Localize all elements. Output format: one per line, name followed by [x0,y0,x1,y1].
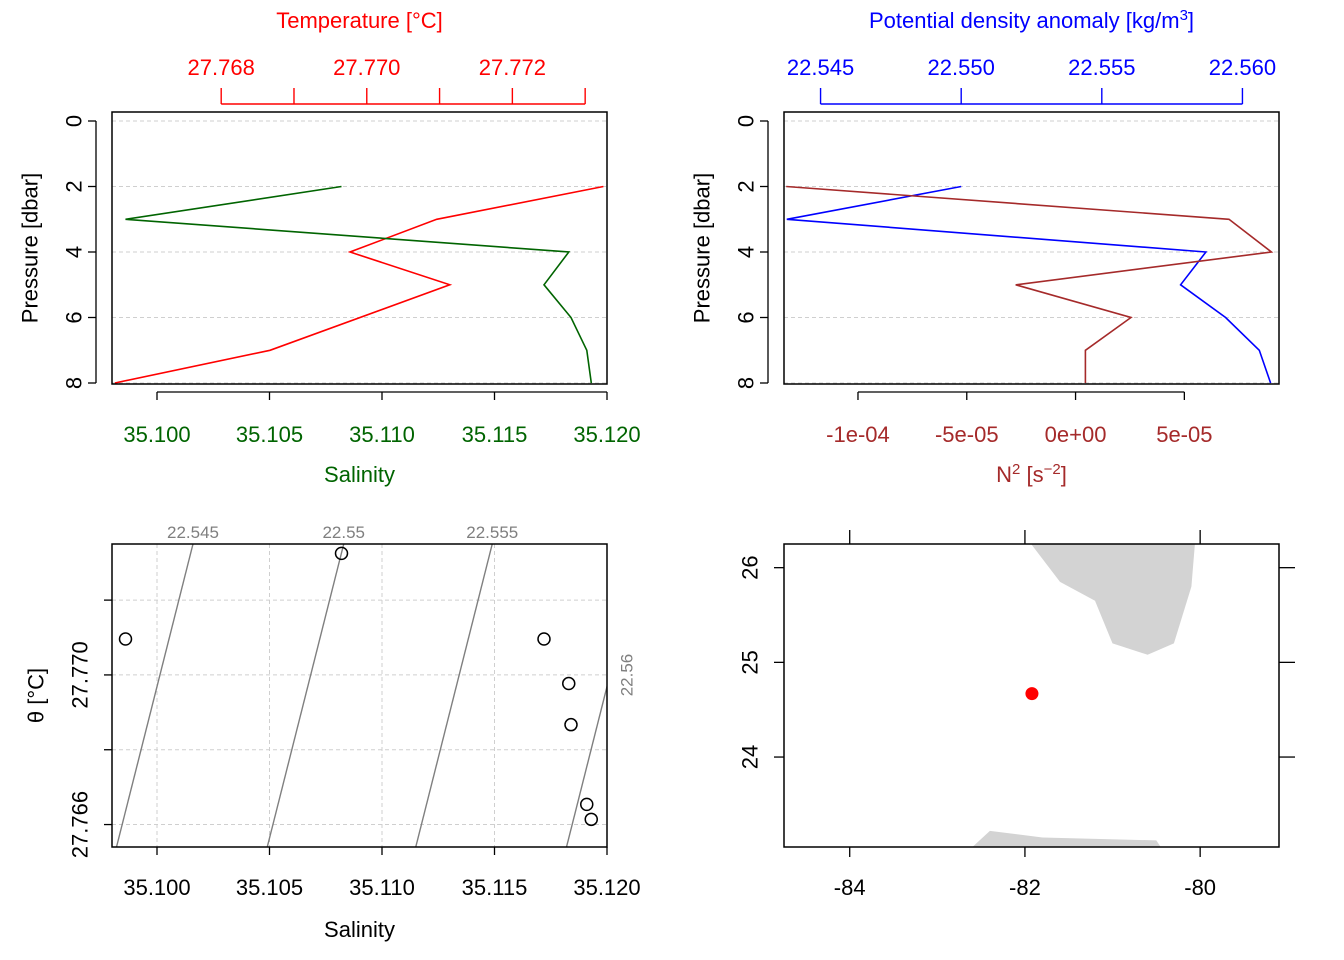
ts-x-tick-label-0: 35.100 [123,875,190,900]
bottom-axis-tick-label-2: 0e+00 [1045,422,1107,447]
y-tick-label-1: 2 [62,180,87,192]
bottom-axis-title-text: N [996,462,1012,487]
y-tick-label-3: 6 [734,311,759,323]
top-axis-tick-label-1: 22.550 [928,55,995,80]
y-tick-label-0: 0 [734,115,759,127]
map-frame [783,543,1280,848]
bottom-axis-title-text: Salinity [324,462,395,487]
ts-point-3 [562,676,576,691]
ts-point-4 [564,717,578,732]
plot-frame [783,111,1280,385]
bottom-axis-title: Salinity [324,462,395,487]
bottom-axis-title-unit-superscript: −2 [1044,461,1061,478]
ts-point-2 [537,632,551,646]
profile-panel-temperature-salinity: 0 2 4 6 8 Pressure [dbar] 27.768 27.770 27.772 Te… [18,8,641,487]
isopycnal-label-2: 22.555 [466,523,518,542]
top-axis-tick-label-2: 27.772 [479,55,546,80]
isopycnal-line-1 [266,544,345,847]
top-axis-title-superscript: 3 [1180,7,1188,24]
isopycnal-line-0 [115,544,194,847]
bottom-axis-tick-label-0: -1e-04 [826,422,890,447]
y-tick-label-2: 4 [62,246,87,258]
y-axis-title: Pressure [dbar] [18,173,43,323]
top-axis-title: Potential density anomaly [kg/m3] [869,7,1194,34]
isopycnal-lines [115,544,607,847]
map-x-tick-label-0: -84 [834,875,866,900]
y-axis-title: Pressure [dbar] [690,173,715,323]
ts-plot-frame [111,543,608,848]
bottom-axis-tick-label-0: 35.100 [123,422,190,447]
y-tick-label-3: 6 [62,311,87,323]
bottom-axis-title-end: ] [1061,462,1067,487]
ts-x-axis-title: Salinity [324,917,395,942]
ts-diagram-panel: 22.545 22.55 22.555 22.56 35.100 35.105 35.110… [24,523,641,942]
map-y-tick-label-0: 24 [738,745,763,769]
map-y-tick-label-1: 25 [738,650,763,674]
bottom-axis-tick-label-1: -5e-05 [935,422,999,447]
bottom-axis-tick-label-3: 35.115 [462,422,528,447]
top-axis-tick-label-2: 22.555 [1068,55,1135,80]
isopycnal-line-2 [415,544,493,847]
station-map-panel: -84 -82 -80 24 25 26 [738,530,1295,900]
isopycnal-line-3 [565,683,607,847]
series-line-n2 [786,185,1274,383]
land-polygon-1 [972,830,1161,847]
ts-y-tick-label-1: 27.770 [68,641,93,708]
map-x-tick-label-1: -82 [1009,875,1041,900]
isopycnal-label-3: 22.56 [618,654,637,697]
ts-point-5 [580,797,594,812]
y-tick-label-0: 0 [62,115,87,127]
ts-x-tick-label-2: 35.110 [349,875,415,900]
y-tick-label-2: 4 [734,246,759,258]
bottom-axis-title-unit: [s [1020,462,1043,487]
ts-y-tick-label-0: 27.766 [68,791,93,858]
ts-x-tick-label-3: 35.115 [462,875,528,900]
ts-point-0 [334,546,349,561]
ts-y-axis-title: θ [°C] [24,668,49,723]
map-y-tick-label-2: 26 [738,555,763,579]
top-axis-title-text: Potential density anomaly [kg/m [869,8,1180,33]
ts-x-tick-label-1: 35.105 [236,875,303,900]
bottom-axis-tick-label-2: 35.110 [349,422,415,447]
series-line-potential-density-anomaly [786,185,1272,384]
plot-frame [111,111,608,385]
top-axis-title: Temperature [°C] [276,8,443,33]
ts-x-tick-label-4: 35.120 [573,875,640,900]
y-tick-label-4: 8 [62,377,87,389]
y-tick-label-1: 2 [734,180,759,192]
station-marker [1025,687,1039,701]
series-line-salinity [125,185,593,384]
top-axis-title-end: ] [1188,8,1194,33]
isopycnal-label-1: 22.55 [322,523,365,542]
bottom-axis-title-superscript: 2 [1012,461,1020,478]
bottom-axis-tick-label-4: 35.120 [573,422,640,447]
bottom-axis-tick-label-1: 35.105 [236,422,303,447]
top-axis-tick-label-1: 27.770 [333,55,400,80]
map-x-tick-label-2: -80 [1184,875,1216,900]
land-polygon-0 [1031,544,1195,655]
y-tick-label-4: 8 [734,377,759,389]
bottom-axis-title: N2 [s−2] [996,461,1067,488]
bottom-axis-tick-label-3: 5e-05 [1156,422,1212,447]
ts-point-1 [118,632,133,646]
isopycnal-label-0: 22.545 [167,523,219,542]
top-axis-tick-label-0: 27.768 [188,55,255,80]
series-line-temperature [114,185,604,384]
top-axis-title-text: Temperature [°C] [276,8,443,33]
ts-point-6 [584,812,598,827]
top-axis-tick-label-3: 22.560 [1209,55,1276,80]
top-axis-tick-label-0: 22.545 [787,55,854,80]
